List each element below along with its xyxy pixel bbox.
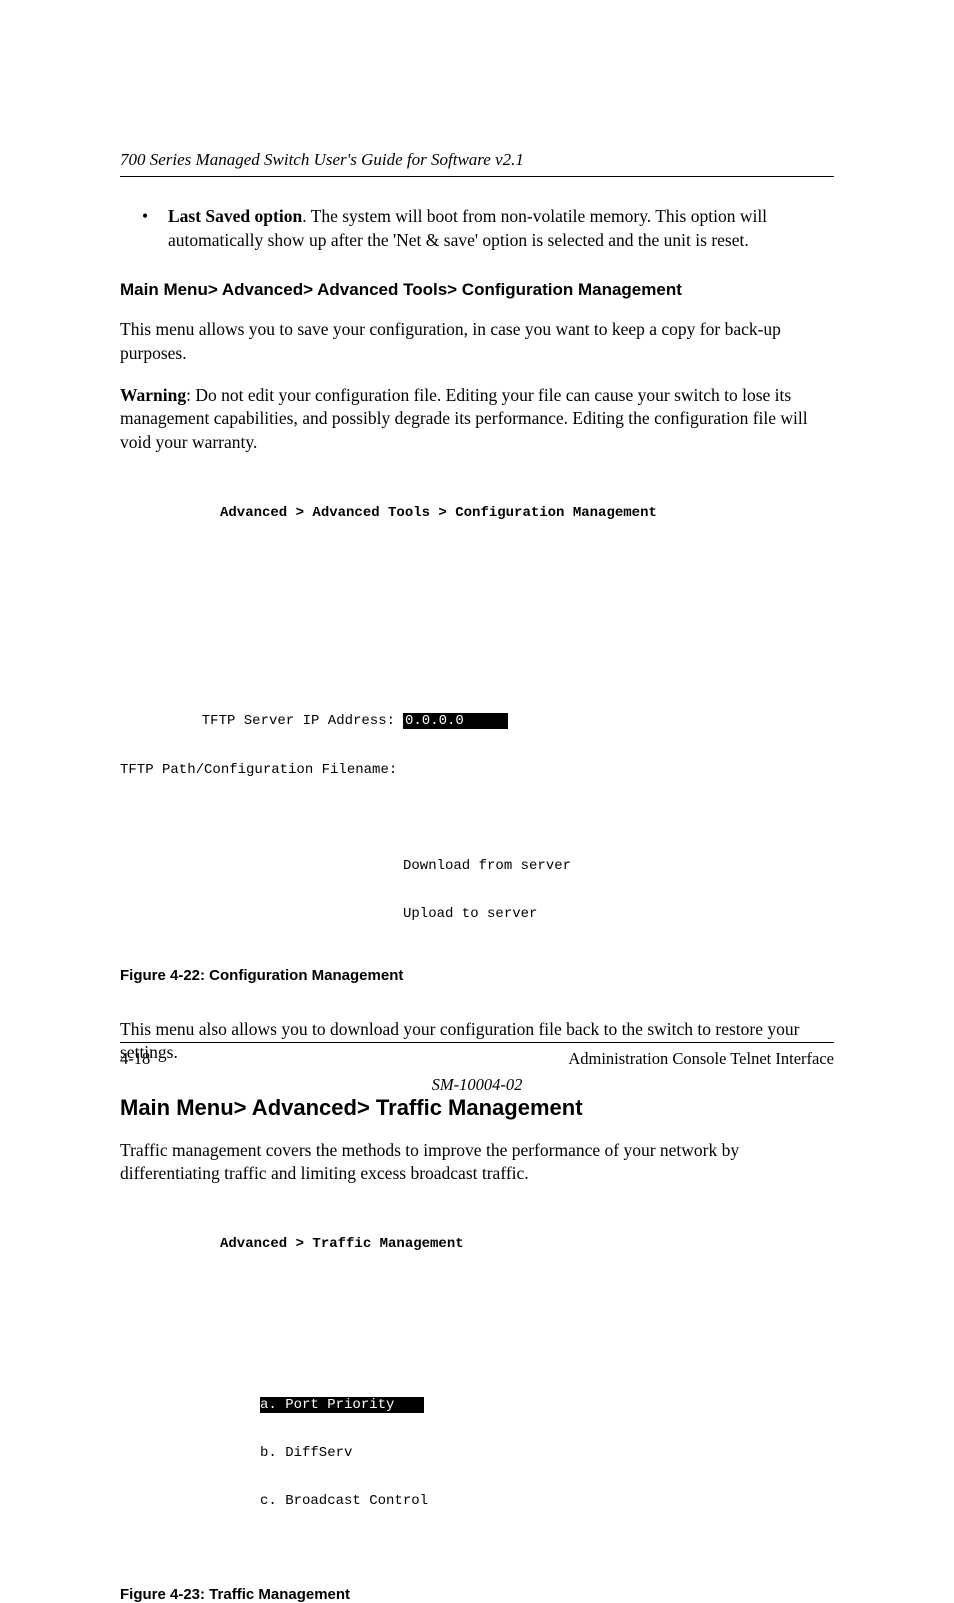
warning-text: : Do not edit your configuration file. E… [120,385,808,452]
terminal-selected-value: 0.0.0.0 [403,713,508,729]
page-number: 4-18 [120,1049,150,1069]
bullet-item: • Last Saved option. The system will boo… [142,205,834,252]
heading-traffic-mgmt: Main Menu> Advanced> Traffic Management [120,1095,834,1121]
terminal-field-label: TFTP Path/Configuration Filename: [120,762,403,778]
terminal-menu: a. Port Priority b. DiffServ c. Broadcas… [120,1365,834,1542]
terminal-action: Upload to server [120,906,834,922]
terminal-screenshot-config: Advanced > Advanced Tools > Configuratio… [120,472,834,954]
terminal-field-value: 0.0.0.0 [403,713,508,729]
terminal-breadcrumb: Advanced > Advanced Tools > Configuratio… [120,505,834,521]
terminal-field-row: TFTP Path/Configuration Filename: [120,762,834,778]
figure-caption: Figure 4-23: Traffic Management [120,1586,834,1603]
terminal-spacer [120,1285,834,1333]
terminal-field-label: TFTP Server IP Address: [120,713,403,729]
warning-paragraph: Warning: Do not edit your configuration … [120,384,834,455]
footer-rule [120,1042,834,1043]
bullet-text: Last Saved option. The system will boot … [168,205,834,252]
footer-doc-id: SM-10004-02 [120,1075,834,1095]
bullet-marker: • [142,205,168,252]
header-rule [120,176,834,177]
page-footer: 4-18 Administration Console Telnet Inter… [120,1042,834,1095]
terminal-action: Download from server [120,858,834,874]
bullet-lead-bold: Last Saved option [168,206,302,226]
paragraph: This menu allows you to save your config… [120,318,834,365]
terminal-menu-item: b. DiffServ [260,1445,834,1461]
terminal-spacer [120,633,834,681]
document-page: 700 Series Managed Switch User's Guide f… [0,0,954,1235]
terminal-spacer [120,553,834,601]
figure-caption: Figure 4-22: Configuration Management [120,967,834,984]
running-header: 700 Series Managed Switch User's Guide f… [120,150,834,170]
terminal-menu-item-selected: a. Port Priority [260,1397,834,1413]
warning-label: Warning [120,385,186,405]
footer-row: 4-18 Administration Console Telnet Inter… [120,1049,834,1069]
paragraph: Traffic management covers the methods to… [120,1139,834,1186]
terminal-spacer [120,810,834,826]
terminal-breadcrumb: Advanced > Traffic Management [120,1236,834,1252]
terminal-field-row: TFTP Server IP Address: 0.0.0.0 [120,713,834,729]
subheading-config-mgmt: Main Menu> Advanced> Advanced Tools> Con… [120,280,834,300]
footer-section-title: Administration Console Telnet Interface [568,1049,834,1069]
terminal-menu-item: c. Broadcast Control [260,1493,834,1509]
terminal-screenshot-traffic: Advanced > Traffic Management a. Port Pr… [120,1204,834,1574]
